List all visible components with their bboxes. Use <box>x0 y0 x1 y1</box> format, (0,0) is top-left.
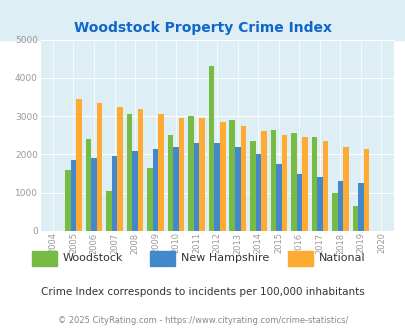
Bar <box>194 143 199 231</box>
Bar <box>96 103 102 231</box>
Bar <box>249 141 255 231</box>
Bar <box>214 143 220 231</box>
Bar <box>111 156 117 231</box>
Bar <box>126 114 132 231</box>
Bar <box>179 118 184 231</box>
Bar <box>76 99 81 231</box>
Bar <box>85 139 91 231</box>
Bar <box>337 181 342 231</box>
Text: © 2025 CityRating.com - https://www.cityrating.com/crime-statistics/: © 2025 CityRating.com - https://www.city… <box>58 315 347 325</box>
Bar <box>229 120 234 231</box>
Bar <box>357 183 363 231</box>
Bar <box>188 116 194 231</box>
Bar <box>147 168 152 231</box>
Bar <box>117 107 123 231</box>
Text: Woodstock: Woodstock <box>63 253 123 263</box>
Bar <box>240 126 245 231</box>
Text: National: National <box>318 253 364 263</box>
Text: New Hampshire: New Hampshire <box>180 253 268 263</box>
Bar <box>296 174 301 231</box>
Bar <box>167 135 173 231</box>
Bar <box>260 131 266 231</box>
Bar <box>290 133 296 231</box>
Bar <box>234 147 240 231</box>
Bar <box>209 66 214 231</box>
Bar <box>106 191 111 231</box>
Bar <box>138 109 143 231</box>
Bar <box>65 170 70 231</box>
Text: Woodstock Property Crime Index: Woodstock Property Crime Index <box>74 21 331 35</box>
Bar <box>316 178 322 231</box>
Bar <box>301 137 307 231</box>
Bar <box>173 147 179 231</box>
Bar <box>91 158 96 231</box>
Text: Crime Index corresponds to incidents per 100,000 inhabitants: Crime Index corresponds to incidents per… <box>41 287 364 297</box>
Bar <box>342 147 348 231</box>
Bar <box>255 154 260 231</box>
Bar <box>199 118 205 231</box>
Bar <box>331 193 337 231</box>
Bar <box>322 141 327 231</box>
Bar <box>220 122 225 231</box>
Bar <box>152 149 158 231</box>
Bar <box>132 150 138 231</box>
Bar <box>363 149 369 231</box>
Bar <box>270 130 275 231</box>
Bar <box>70 160 76 231</box>
Bar <box>311 137 316 231</box>
Bar <box>275 164 281 231</box>
Bar <box>281 135 286 231</box>
Bar <box>352 206 357 231</box>
Bar <box>158 114 164 231</box>
